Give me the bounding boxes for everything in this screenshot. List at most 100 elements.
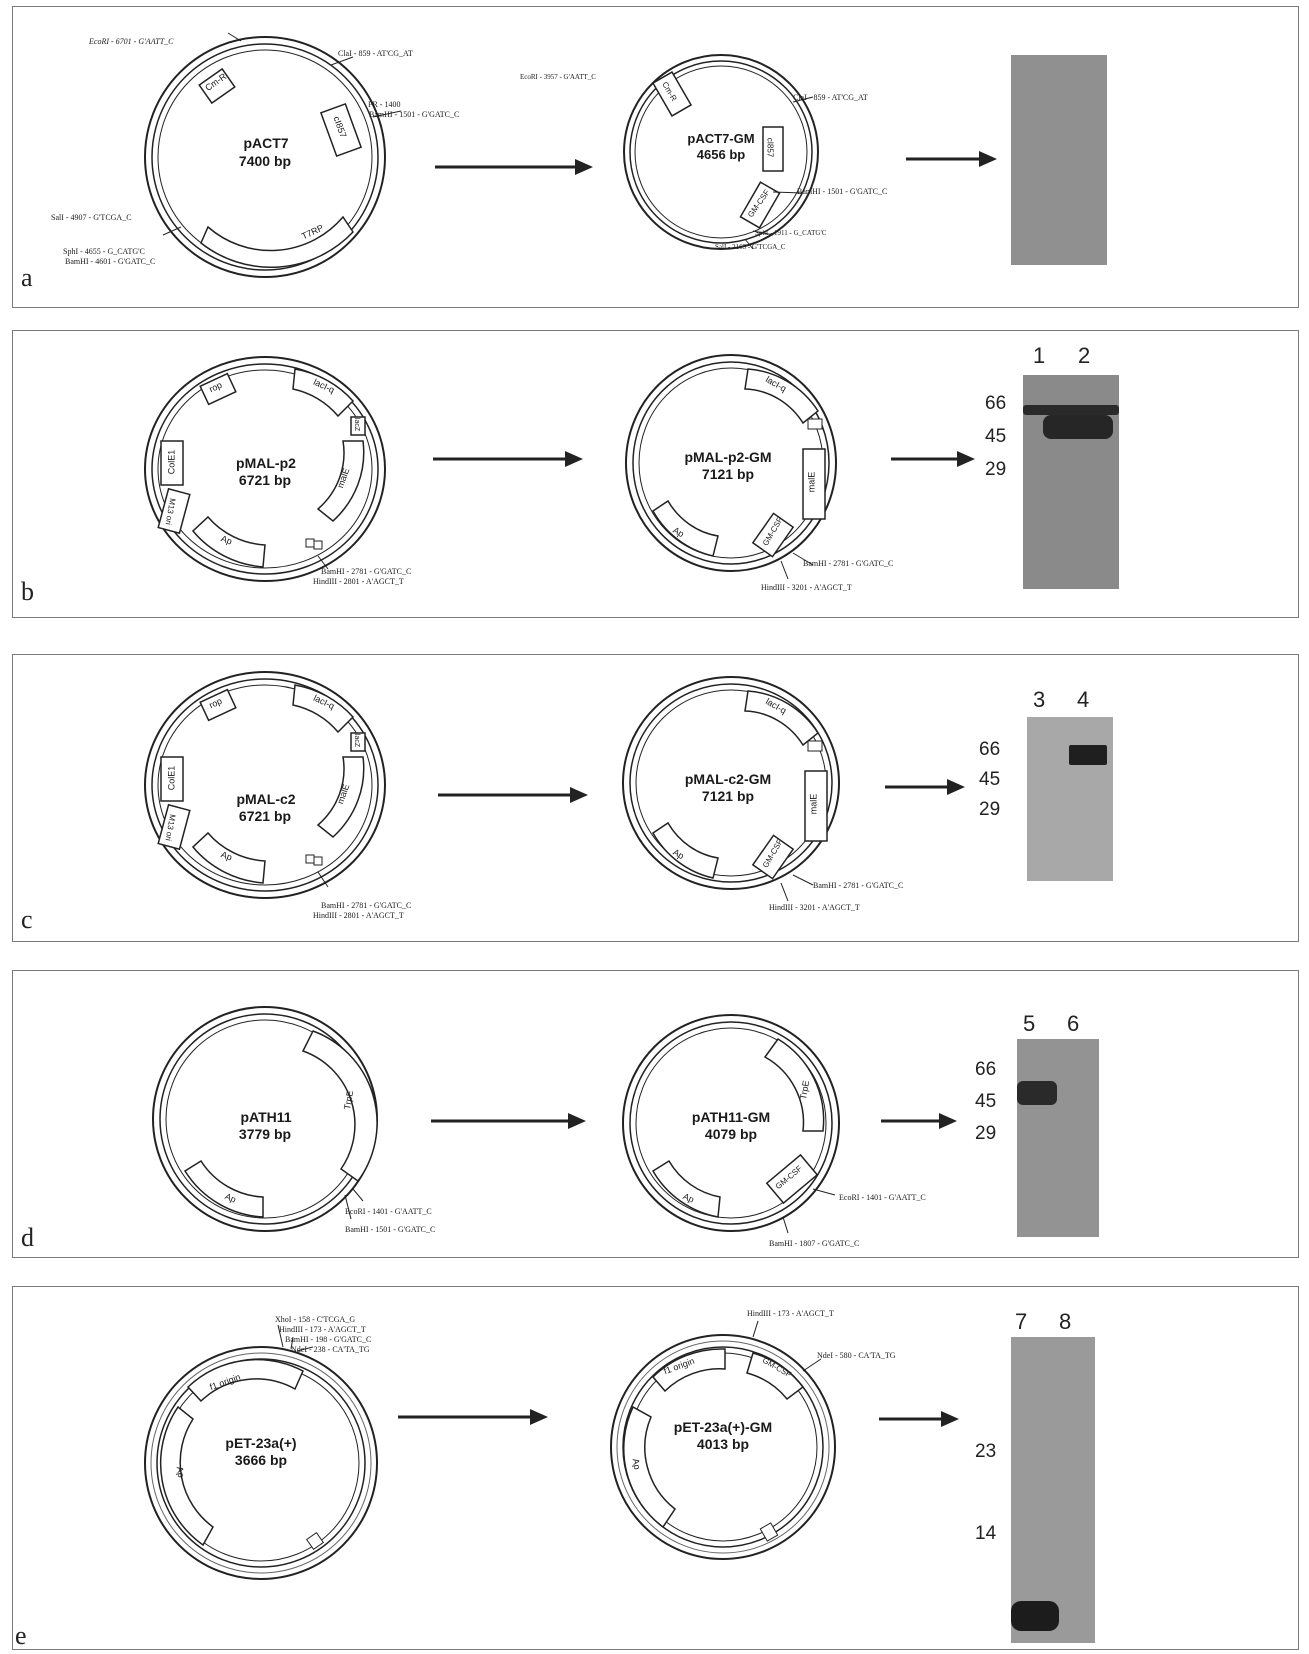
panel-d-diagram: [152, 1006, 957, 1234]
panel-label: a: [21, 263, 33, 292]
segment-label: malE: [808, 793, 819, 815]
site-label: HindIII - 3201 - A'AGCT_T: [761, 583, 852, 592]
site-label: HindIII - 3201 - A'AGCT_T: [769, 903, 860, 912]
mw-marker: 45: [979, 769, 1001, 790]
plasmid-size: 6721 bp: [238, 472, 292, 488]
panel-c-diagram: [144, 671, 965, 902]
site-label: EcoRI - 1401 - G'AATT_C: [345, 1207, 432, 1216]
panel-c: pMAL-c2 6721 bp rop lacI-q ColE1 M13 ori…: [12, 654, 1299, 942]
segment-t7rp: [200, 215, 354, 268]
plasmid-size: 6721 bp: [238, 808, 292, 824]
plasmid-size: 4013 bp: [696, 1436, 750, 1452]
segment-label: lacZ: [353, 733, 361, 748]
segment-label: Ap: [630, 1457, 643, 1471]
segment-label: ColE1: [166, 449, 177, 475]
panel-e: pET-23a(+) 3666 bp f1 origin Ap XhoI - 1…: [12, 1286, 1299, 1650]
segment-ci857: [319, 102, 363, 158]
western-blot: [1011, 1337, 1095, 1643]
western-blot: [1011, 55, 1107, 265]
plasmid-name: pATH11: [240, 1109, 292, 1125]
plasmid-size: 4656 bp: [696, 147, 746, 162]
panel-label: e: [15, 1621, 27, 1650]
mw-marker: 14: [975, 1523, 997, 1544]
lane-number: 1: [1033, 343, 1046, 368]
mw-marker: 29: [985, 459, 1007, 480]
plasmid-name: pACT7: [243, 135, 289, 151]
protein-band: [1043, 415, 1113, 439]
lane-number: 8: [1059, 1309, 1072, 1334]
plasmid-map-left: [144, 356, 386, 582]
site-label: HindIII - 173 - A'AGCT_T: [747, 1309, 834, 1318]
lane-number: 4: [1077, 687, 1090, 712]
panel-label: b: [21, 577, 34, 606]
plasmid-map-right: [622, 1014, 840, 1234]
site-label: BamHI - 1501 - G'GATC_C: [345, 1225, 436, 1234]
plasmid-map-left: [152, 1006, 378, 1232]
segment-label: Ap: [174, 1465, 187, 1479]
site-label: ClaI - 859 - AT'CG_AT: [793, 93, 868, 102]
mw-marker: 66: [979, 739, 1001, 760]
panel-label: d: [21, 1223, 34, 1252]
panel-a: pACT7 7400 bp Cm-R cI857 T7RP EcoRI - 67…: [12, 6, 1299, 308]
site-label: BamHI - 2781 - G'GATC_C: [321, 901, 412, 910]
site-label: EcoRI - 3957 - G'AATT_C: [520, 73, 596, 81]
mw-marker: 66: [985, 393, 1007, 414]
plasmid-map-left: [144, 1324, 378, 1580]
site-label: BamHI - 2781 - G'GATC_C: [803, 559, 894, 568]
plasmid-size: 7121 bp: [701, 788, 755, 804]
plasmid-size: 3666 bp: [234, 1452, 288, 1468]
lane-number: 5: [1023, 1011, 1036, 1036]
panel-a-diagram: [144, 32, 997, 278]
site-label: BamHI - 4601 - G'GATC_C: [65, 257, 156, 266]
plasmid-map-right: [623, 54, 819, 250]
panel-b: pMAL-p2 6721 bp rop lacI-q ColE1 M13 ori…: [12, 330, 1299, 618]
site-label: BamHI - 1807 - G'GATC_C: [769, 1239, 860, 1248]
plasmid-map-right: [610, 1320, 836, 1560]
plasmid-map-right: [625, 354, 837, 580]
segment-label: malE: [806, 471, 817, 493]
plasmid-size: 3779 bp: [238, 1126, 292, 1142]
plasmid-size: 4079 bp: [704, 1126, 758, 1142]
mw-marker: 29: [975, 1123, 997, 1144]
lane-number: 6: [1067, 1011, 1080, 1036]
mw-marker: 45: [985, 426, 1007, 447]
site-label: HindIII - 2801 - A'AGCT_T: [313, 577, 404, 586]
site-label: BamHI - 1501 - G'GATC_C: [369, 110, 460, 119]
site-label: HindIII - 2801 - A'AGCT_T: [313, 911, 404, 920]
site-label: BamHI - 2781 - G'GATC_C: [813, 881, 904, 890]
site-label: EcoRI - 6701 - G'AATT_C: [89, 37, 174, 46]
panel-e-diagram: [144, 1320, 959, 1580]
panel-label: c: [21, 905, 33, 934]
site-label: SphI - 4655 - G_CATG'C: [63, 247, 145, 256]
plasmid-map-left: [144, 671, 386, 899]
site-label: EcoRI - 1401 - G'AATT_C: [839, 1193, 926, 1202]
mw-marker: 29: [979, 799, 1001, 820]
western-blot: [1027, 717, 1113, 881]
site-label: PR - 1400: [368, 100, 401, 109]
site-label: SalI - 4907 - G'TCGA_C: [51, 213, 132, 222]
plasmid-name: pMAL-p2-GM: [684, 449, 772, 465]
lane-number: 2: [1078, 343, 1091, 368]
site-label: XhoI - 158 - C'TCGA_G: [275, 1315, 356, 1324]
lane-number: 3: [1033, 687, 1046, 712]
protein-band: [1017, 1081, 1057, 1105]
plasmid-map-left: [144, 32, 402, 278]
protein-band: [1011, 1601, 1059, 1631]
site-label: SalI - 2163 - G'TCGA_C: [715, 243, 786, 251]
plasmid-map-right: [622, 676, 840, 902]
plasmid-name: pET-23a(+)-GM: [673, 1419, 773, 1435]
site-label: BamHI - 198 - G'GATC_C: [285, 1335, 372, 1344]
segment-label: cI857: [765, 137, 775, 158]
site-label: HindIII - 173 - A'AGCT_T: [279, 1325, 366, 1334]
site-label: BamHI - 2781 - G'GATC_C: [321, 567, 412, 576]
site-label: SphI - 1911 - G_CATG'C: [755, 229, 827, 237]
site-label: NdeI - 580 - CA'TA_TG: [817, 1351, 896, 1360]
plasmid-size: 7400 bp: [238, 153, 292, 169]
lane-number: 7: [1015, 1309, 1028, 1334]
segment-cm-r: [198, 67, 236, 105]
plasmid-name: pMAL-c2: [236, 791, 296, 807]
panel-b-diagram: [144, 354, 975, 582]
western-blot: [1023, 375, 1119, 589]
plasmid-name: pMAL-p2: [236, 455, 296, 471]
protein-band: [1069, 745, 1107, 765]
